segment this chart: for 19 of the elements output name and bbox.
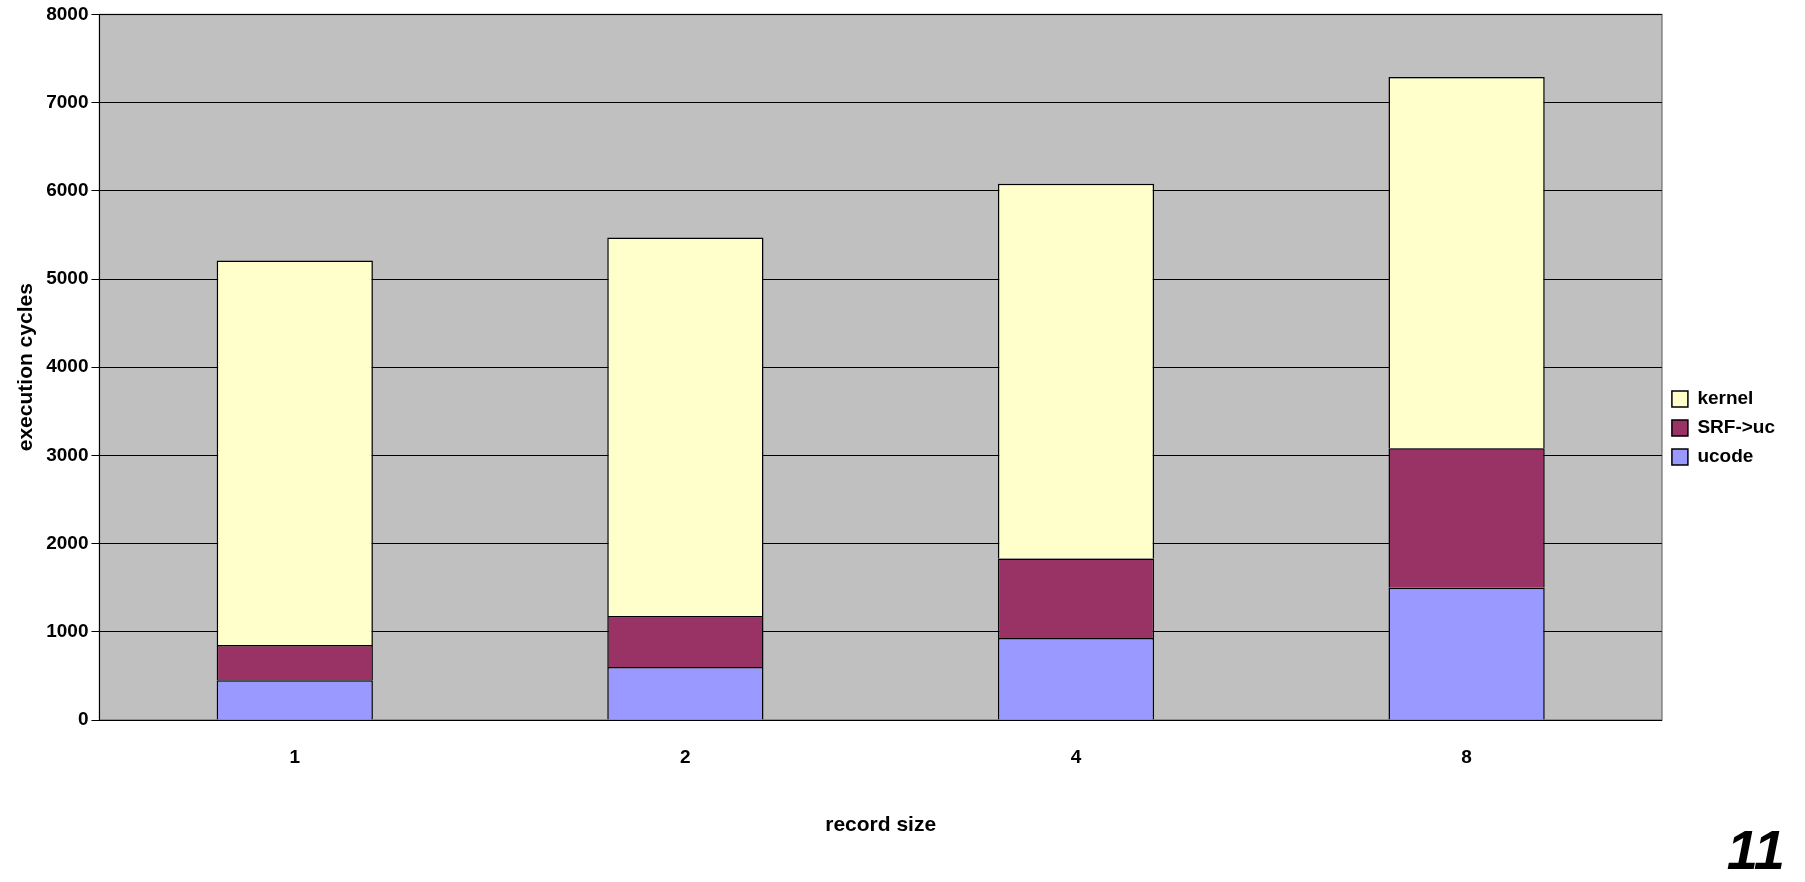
legend-label: ucode	[1697, 445, 1754, 467]
legend-label: kernel	[1697, 387, 1754, 409]
x-tick-label: 8	[1461, 745, 1472, 767]
y-tick-label: 3000	[46, 443, 89, 465]
y-tick-label: 0	[77, 708, 89, 730]
y-tick-label: 4000	[46, 355, 89, 377]
text: 11	[1726, 817, 1785, 882]
y-tick-label: 7000	[46, 90, 89, 112]
y-tick-label: 2000	[46, 531, 89, 553]
y-tick-label: 8000	[46, 2, 89, 24]
y-axis-title: execution cycles	[13, 283, 37, 452]
x-tick-label: 1	[289, 745, 301, 767]
y-tick-label: 5000	[46, 267, 89, 289]
legend-label: SRF->uc	[1697, 416, 1776, 438]
x-axis-title: record size	[825, 812, 937, 836]
x-tick-label: 4	[1070, 745, 1082, 767]
y-tick-label: 1000	[46, 620, 89, 642]
x-tick-label: 2	[680, 745, 691, 767]
y-tick-label: 6000	[46, 179, 89, 201]
